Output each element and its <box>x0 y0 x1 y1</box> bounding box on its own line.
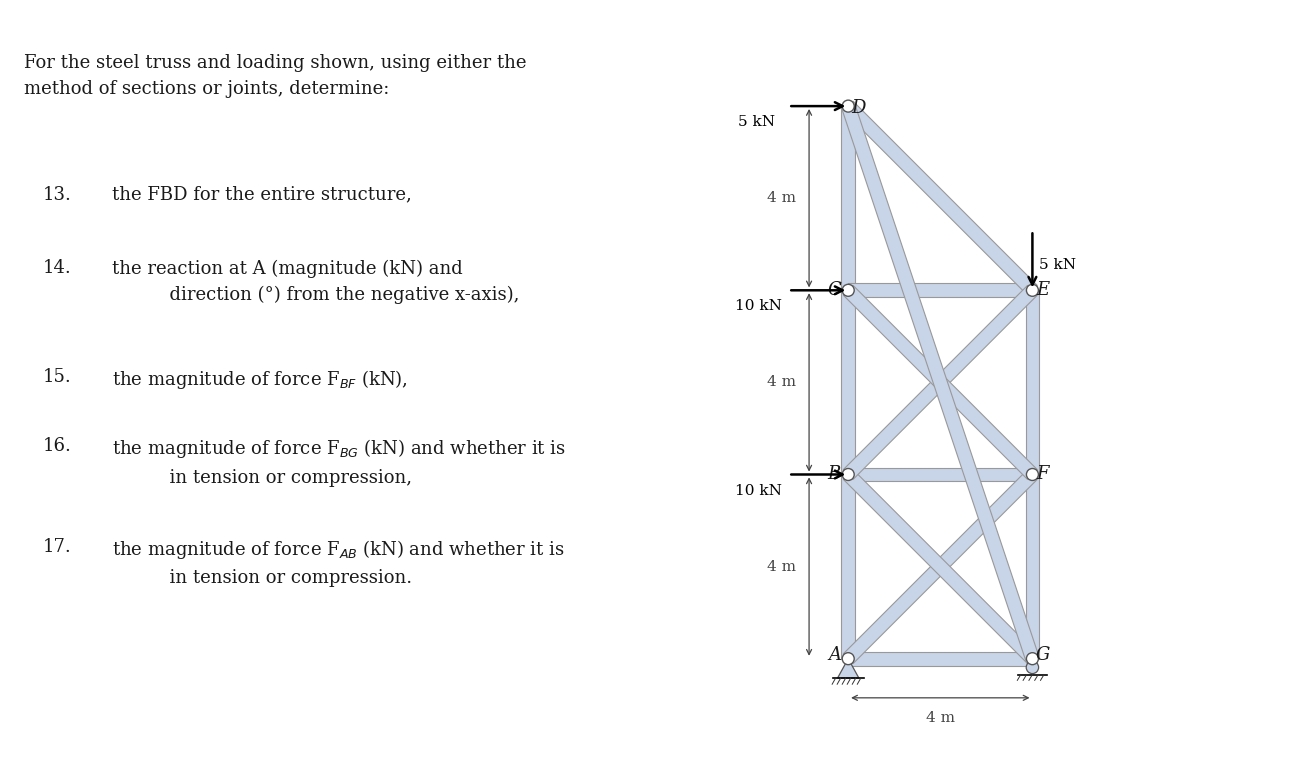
Polygon shape <box>844 470 1037 663</box>
Text: B: B <box>827 465 840 484</box>
Polygon shape <box>849 467 1032 481</box>
Text: the magnitude of force F$_{BG}$ (kN) and whether it is
          in tension or c: the magnitude of force F$_{BG}$ (kN) and… <box>112 437 566 487</box>
Circle shape <box>1027 284 1038 296</box>
Text: A: A <box>828 646 842 664</box>
Polygon shape <box>844 101 1037 295</box>
Text: 4 m: 4 m <box>768 560 796 574</box>
Polygon shape <box>837 659 859 678</box>
Circle shape <box>1027 468 1038 481</box>
Polygon shape <box>841 106 855 290</box>
Polygon shape <box>849 283 1032 297</box>
Text: the FBD for the entire structure,: the FBD for the entire structure, <box>112 186 412 204</box>
Text: E: E <box>1036 281 1049 300</box>
Circle shape <box>842 284 854 296</box>
Text: 15.: 15. <box>43 368 71 385</box>
Text: 16.: 16. <box>43 437 71 455</box>
Circle shape <box>842 652 854 665</box>
Polygon shape <box>844 286 1037 479</box>
Polygon shape <box>1026 474 1040 659</box>
Polygon shape <box>841 290 855 474</box>
Text: the magnitude of force F$_{BF}$ (kN),: the magnitude of force F$_{BF}$ (kN), <box>112 368 408 391</box>
Polygon shape <box>841 474 855 659</box>
Text: 14.: 14. <box>43 259 71 277</box>
Text: F: F <box>1036 465 1049 484</box>
Text: the magnitude of force F$_{AB}$ (kN) and whether it is
          in tension or c: the magnitude of force F$_{AB}$ (kN) and… <box>112 538 565 587</box>
Text: For the steel truss and loading shown, using either the
method of sections or jo: For the steel truss and loading shown, u… <box>25 54 526 98</box>
Text: 17.: 17. <box>43 538 71 556</box>
Polygon shape <box>844 286 1037 479</box>
Polygon shape <box>849 652 1032 666</box>
Polygon shape <box>844 470 1037 663</box>
Text: 4 m: 4 m <box>768 191 796 205</box>
Text: D: D <box>851 99 866 118</box>
Text: 10 kN: 10 kN <box>735 300 782 313</box>
Text: 5 kN: 5 kN <box>738 115 774 129</box>
Text: 5 kN: 5 kN <box>1040 258 1076 272</box>
Circle shape <box>842 100 854 112</box>
Circle shape <box>842 468 854 481</box>
Text: C: C <box>827 281 841 300</box>
Polygon shape <box>1026 290 1040 474</box>
Polygon shape <box>841 104 1038 661</box>
Text: 4 m: 4 m <box>768 375 796 389</box>
Text: G: G <box>1036 646 1050 664</box>
Text: 13.: 13. <box>43 186 71 204</box>
Text: the reaction at A (magnitude (kN) and
          direction (°) from the negative : the reaction at A (magnitude (kN) and di… <box>112 259 520 304</box>
Circle shape <box>1027 661 1038 673</box>
Text: 4 m: 4 m <box>926 711 955 724</box>
Circle shape <box>1027 652 1038 665</box>
Text: 10 kN: 10 kN <box>735 484 782 498</box>
